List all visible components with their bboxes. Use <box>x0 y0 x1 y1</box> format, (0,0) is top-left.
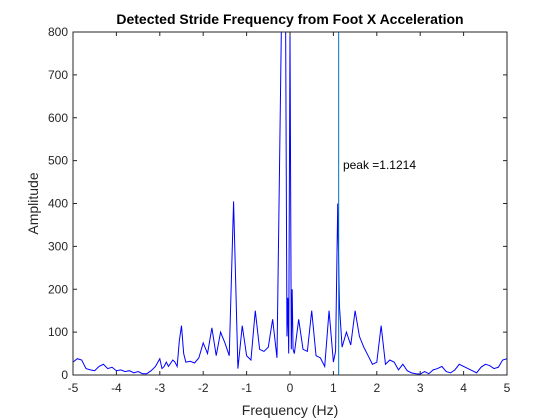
x-tick-label: -3 <box>154 381 165 395</box>
chart-title: Detected Stride Frequency from Foot X Ac… <box>116 11 463 27</box>
x-tick-label: 1 <box>330 381 337 395</box>
series-line-0 <box>73 32 507 375</box>
y-tick-label: 100 <box>48 325 68 339</box>
y-tick-label: 500 <box>48 154 68 168</box>
y-axis-title: Amplitude <box>25 172 41 234</box>
y-tick-label: 200 <box>48 282 68 296</box>
peak-annotation: peak =1.1214 <box>343 158 416 172</box>
y-tick-label: 800 <box>48 25 68 39</box>
x-tick-label: 3 <box>417 381 424 395</box>
x-tick-label: 0 <box>287 381 294 395</box>
x-tick-label: 4 <box>460 381 467 395</box>
y-tick-label: 700 <box>48 68 68 82</box>
x-tick-label: -2 <box>198 381 209 395</box>
x-tick-label: 2 <box>373 381 380 395</box>
x-tick-label: -1 <box>241 381 252 395</box>
x-tick-label: -5 <box>68 381 79 395</box>
x-tick-label: 5 <box>504 381 511 395</box>
y-tick-label: 0 <box>61 368 68 382</box>
y-tick-label: 300 <box>48 239 68 253</box>
x-axis-title: Frequency (Hz) <box>242 402 338 418</box>
x-tick-label: -4 <box>111 381 122 395</box>
y-tick-label: 600 <box>48 111 68 125</box>
y-tick-label: 400 <box>48 197 68 211</box>
x-axis: -5 -4 -3 -2 -1 0 1 2 3 4 5 <box>68 32 511 395</box>
series-layer <box>73 32 507 375</box>
y-axis: 0 100 200 300 400 500 600 700 800 <box>48 25 507 382</box>
